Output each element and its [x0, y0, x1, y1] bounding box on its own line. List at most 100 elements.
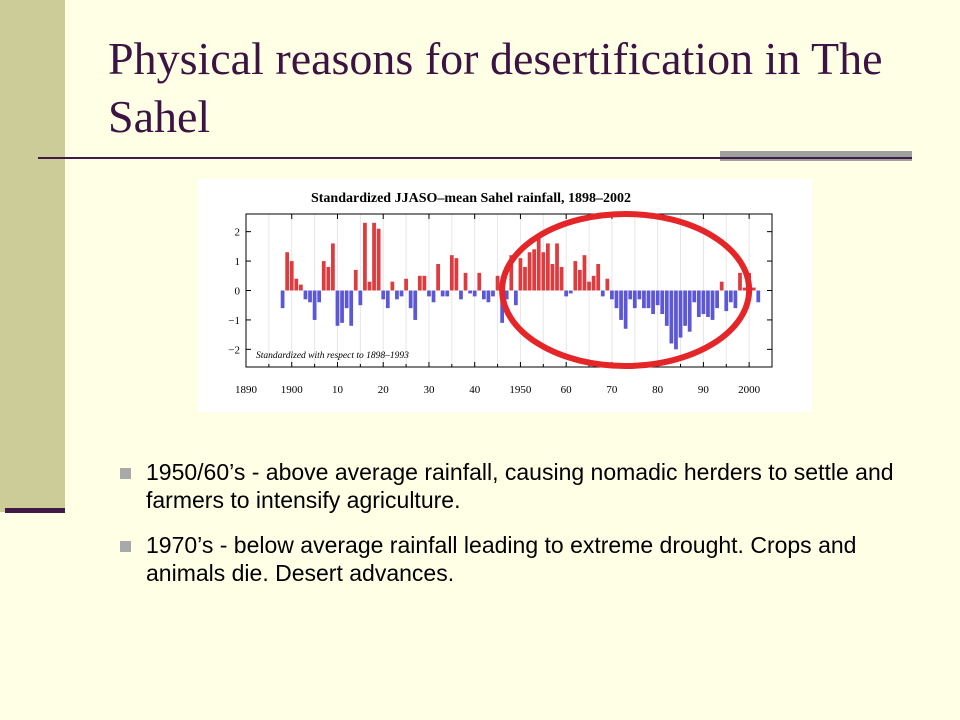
bar-1905	[312, 290, 317, 320]
y-tick-label: −1	[228, 315, 240, 327]
chart-title: Standardized JJASO–mean Sahel rainfall, …	[311, 191, 631, 206]
bar-1925	[404, 278, 408, 291]
x-tick-label: 70	[606, 384, 618, 396]
bar-1941	[477, 272, 482, 291]
bar-1954	[536, 237, 541, 291]
x-tick-label: 90	[698, 384, 710, 396]
bar-1978	[646, 290, 651, 309]
bar-1975	[632, 290, 637, 309]
bar-1998	[738, 272, 742, 291]
chart-svg: Standardized JJASO–mean Sahel rainfall, …	[228, 191, 773, 396]
bar-1966	[591, 275, 596, 291]
bar-1955	[541, 252, 546, 291]
bar-1990	[701, 290, 706, 315]
bar-1923	[395, 290, 399, 300]
title-accent-line	[720, 157, 912, 159]
square-bullet-icon	[120, 541, 131, 552]
bar-1940	[472, 290, 477, 297]
bar-1917	[367, 281, 372, 291]
bar-1958	[555, 243, 559, 291]
bar-1963	[578, 269, 582, 291]
rainfall-chart: Standardized JJASO–mean Sahel rainfall, …	[198, 179, 812, 412]
bar-1942	[481, 290, 486, 300]
bar-1901	[294, 278, 299, 291]
bar-1987	[687, 290, 692, 332]
highlight-circle	[499, 211, 753, 369]
bar-1936	[454, 258, 459, 291]
bar-1922	[390, 281, 395, 291]
bar-1971	[614, 290, 619, 309]
bar-1928	[417, 275, 422, 291]
bar-1983	[669, 290, 674, 344]
bar-1939	[468, 290, 472, 294]
bar-1980	[655, 290, 660, 306]
bar-1977	[642, 290, 646, 309]
bar-1920	[381, 290, 386, 300]
bar-1921	[385, 290, 390, 309]
title-rule	[38, 157, 912, 159]
bar-1927	[413, 290, 418, 320]
bar-1918	[372, 222, 376, 291]
bar-1906	[317, 290, 322, 303]
bar-1981	[660, 290, 665, 315]
bar-1913	[349, 290, 354, 326]
bar-1929	[422, 275, 427, 291]
bar-1924	[399, 290, 404, 297]
bar-1996	[728, 290, 733, 303]
bar-1950	[518, 258, 523, 291]
bar-1934	[445, 290, 450, 297]
bar-1967	[596, 264, 601, 291]
y-tick-label: 2	[235, 227, 241, 239]
bar-1973	[623, 290, 628, 329]
bar-1969	[605, 278, 610, 291]
x-tick-label: 20	[378, 384, 390, 396]
bar-1898	[280, 290, 285, 309]
bar-1912	[344, 290, 349, 309]
bar-1937	[459, 290, 463, 300]
bar-1979	[651, 290, 655, 315]
x-tick-label: 1890	[235, 384, 258, 396]
x-tick-label: 2000	[738, 384, 761, 396]
bar-1952	[527, 252, 532, 291]
left-sidebar-bar	[0, 0, 65, 512]
bar-1989	[696, 290, 701, 317]
y-tick-label: 0	[235, 286, 241, 298]
bar-1965	[587, 281, 591, 291]
bar-1988	[692, 290, 697, 303]
bar-1916	[363, 222, 367, 291]
bullet-list: 1950/60’s - above average rainfall, caus…	[118, 458, 898, 604]
bar-1994	[719, 281, 724, 291]
bullet-text: 1950/60’s - above average rainfall, caus…	[146, 459, 894, 513]
bar-1908	[326, 266, 331, 291]
chart-annotation: Standardized with respect to 1898–1993	[256, 351, 409, 361]
bar-1904	[308, 290, 312, 303]
bar-1915	[358, 290, 363, 306]
bar-1930	[427, 290, 431, 297]
bar-1992	[710, 290, 715, 320]
bar-1959	[559, 266, 564, 291]
x-tick-label: 80	[652, 384, 664, 396]
x-tick-label: 30	[423, 384, 435, 396]
slide-title: Physical reasons for desertification in …	[108, 33, 883, 142]
bar-1976	[637, 290, 642, 300]
bar-1919	[376, 228, 381, 291]
bar-1932	[436, 264, 440, 291]
bar-1931	[431, 290, 436, 303]
bullet-item: 1950/60’s - above average rainfall, caus…	[118, 458, 898, 514]
bar-1982	[664, 290, 669, 326]
bar-1964	[582, 255, 587, 291]
bar-1962	[573, 261, 578, 291]
bar-1933	[440, 290, 445, 297]
x-tick-label: 1950	[509, 384, 532, 396]
bar-1938	[463, 272, 468, 291]
bar-2001	[751, 287, 756, 291]
bar-1984	[674, 290, 678, 350]
bar-1957	[550, 264, 555, 291]
bar-1943	[486, 290, 491, 303]
bar-1903	[303, 290, 308, 300]
bar-1900	[289, 261, 294, 291]
bar-1907	[321, 261, 326, 291]
bar-1945	[495, 275, 500, 291]
bar-1926	[408, 290, 413, 309]
